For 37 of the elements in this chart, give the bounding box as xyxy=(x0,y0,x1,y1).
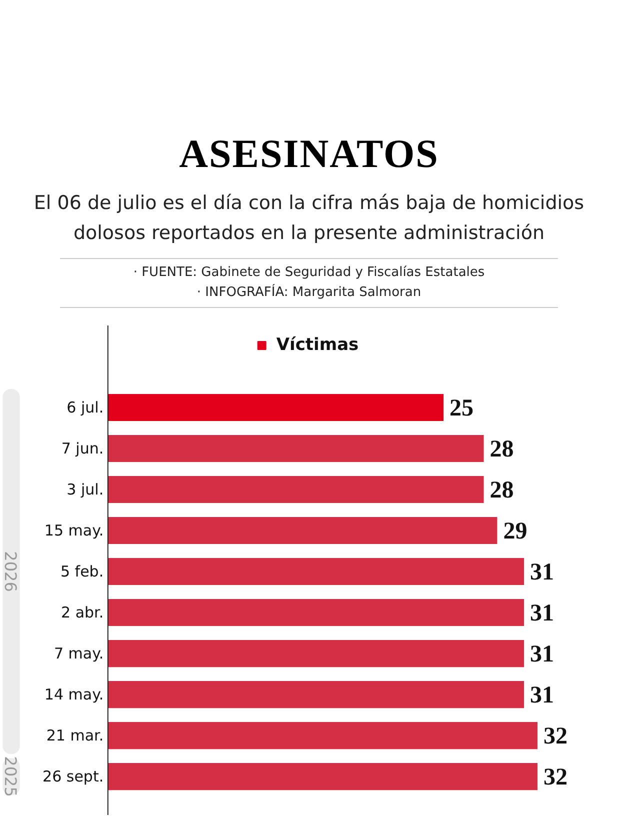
bar xyxy=(108,599,524,626)
y-tick-label: 5 feb. xyxy=(60,562,104,581)
bar xyxy=(108,558,524,586)
text: 2026 xyxy=(1,551,20,592)
data-label: 29 xyxy=(503,518,528,545)
text: · FUENTE: Gabinete de Seguridad y Fiscalías Estatales xyxy=(132,264,486,282)
bar xyxy=(108,722,538,750)
y-tick-label: 26 sept. xyxy=(42,768,104,786)
chart-subtitle: El 06 de julio es el día con la cifra más baja de homicidios dolosos reportados en la presente administración xyxy=(32,191,586,246)
bar xyxy=(108,476,484,504)
bar xyxy=(108,516,498,544)
y-tick-label: 7 jun. xyxy=(61,440,104,458)
text: 2025 xyxy=(1,756,20,797)
text: · INFOGRAFÍA: Margarita Salmoran xyxy=(196,283,422,302)
y-tick-label: 21 mar. xyxy=(46,726,104,745)
data-label: 31 xyxy=(530,560,554,586)
y-tick-label: 3 jul. xyxy=(66,480,104,499)
bar xyxy=(108,681,524,708)
y-tick-label: 2 abr. xyxy=(61,604,104,622)
data-label: 28 xyxy=(490,478,514,504)
legend-label: Víctimas xyxy=(276,335,359,355)
data-label: 32 xyxy=(543,764,568,791)
data-label: 32 xyxy=(543,724,568,750)
y-tick-label: 6 jul. xyxy=(66,398,104,417)
data-label: 31 xyxy=(530,682,554,709)
bar xyxy=(108,394,444,422)
data-label: 31 xyxy=(530,600,554,627)
y-tick-label: 7 may. xyxy=(54,644,104,663)
chart-title: ASESINATOS xyxy=(178,130,440,178)
data-label: 31 xyxy=(530,642,554,668)
bar xyxy=(108,434,484,462)
y-tick-label: 15 may. xyxy=(44,522,104,540)
bar xyxy=(108,640,524,668)
data-label: 28 xyxy=(490,436,514,463)
data-label: 25 xyxy=(450,396,474,422)
y-tick-label: 14 may. xyxy=(44,686,104,704)
bar xyxy=(108,763,538,790)
